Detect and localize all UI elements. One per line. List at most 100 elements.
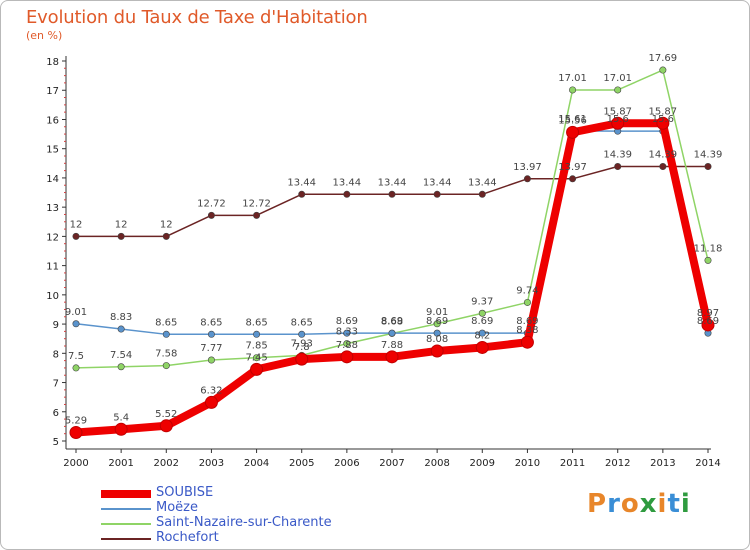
legend-label: Moëze [156, 500, 198, 515]
proxiti-logo: Proxiti [587, 489, 691, 519]
data-label-moeze: 8.83 [110, 312, 132, 323]
data-point-rochefort [298, 190, 306, 198]
data-label-rochefort: 13.44 [468, 177, 497, 188]
data-label-soubise: 7.88 [336, 340, 358, 351]
data-label-moeze: 8.65 [245, 317, 267, 328]
x-tick-label: 2005 [289, 458, 314, 469]
data-label-saint-nazaire-sur-charente: 17.69 [649, 53, 678, 64]
logo-letter: i [657, 489, 668, 519]
data-label-rochefort: 13.44 [287, 177, 316, 188]
data-point-soubise [295, 352, 309, 366]
data-point-rochefort [478, 190, 486, 198]
data-label-moeze: 15.6 [652, 114, 674, 125]
data-label-moeze: 8.65 [155, 317, 177, 328]
data-label-saint-nazaire-sur-charente: 7.93 [291, 338, 313, 349]
data-point-saint-nazaire-sur-charente [343, 340, 351, 348]
data-point-saint-nazaire-sur-charente [614, 86, 622, 94]
data-label-soubise: 7.8 [294, 342, 310, 353]
data-label-rochefort: 13.44 [378, 177, 407, 188]
data-label-moeze: 8.65 [291, 317, 313, 328]
data-label-soubise: 7.45 [245, 352, 267, 363]
data-point-saint-nazaire-sur-charente [478, 309, 486, 317]
x-tick-label: 2000 [63, 458, 88, 469]
y-tick-label: 7 [53, 379, 59, 390]
logo-letter: t [667, 489, 681, 519]
data-point-soubise [114, 422, 128, 436]
data-point-rochefort [117, 232, 125, 240]
data-point-moeze [72, 320, 80, 328]
data-point-soubise [69, 426, 83, 440]
data-point-soubise [204, 395, 218, 409]
data-point-soubise [566, 125, 580, 139]
data-point-rochefort [614, 163, 622, 171]
x-tick-label: 2001 [108, 458, 133, 469]
data-label-soubise: 15.87 [603, 106, 632, 117]
x-tick-label: 2008 [424, 458, 449, 469]
data-point-soubise [475, 340, 489, 354]
legend-swatch [101, 538, 151, 540]
data-point-soubise [611, 116, 625, 130]
legend-swatch [101, 523, 151, 525]
chart-subtitle: (en %) [26, 29, 63, 42]
x-tick-label: 2014 [695, 458, 720, 469]
y-tick-label: 13 [46, 203, 59, 214]
data-point-moeze [433, 329, 441, 337]
y-tick-label: 10 [46, 291, 59, 302]
data-label-rochefort: 12 [115, 219, 128, 230]
data-label-saint-nazaire-sur-charente: 17.01 [558, 73, 587, 84]
data-label-moeze: 8.69 [471, 316, 493, 327]
logo-letter: P [587, 489, 608, 519]
y-tick-label: 5 [53, 437, 59, 448]
data-point-rochefort [569, 175, 577, 183]
legend-swatch [101, 490, 151, 498]
data-point-saint-nazaire-sur-charente [117, 363, 125, 371]
data-label-moeze: 8.65 [200, 317, 222, 328]
data-point-moeze [117, 325, 125, 333]
data-label-moeze: 8.69 [381, 316, 403, 327]
data-point-moeze [343, 329, 351, 337]
data-label-saint-nazaire-sur-charente: 7.77 [200, 343, 222, 354]
data-label-moeze: 9.01 [65, 307, 87, 318]
y-tick-label: 9 [53, 320, 59, 331]
data-label-saint-nazaire-sur-charente: 9.37 [471, 296, 493, 307]
legend-swatch [101, 508, 151, 510]
logo-letter: i [680, 489, 691, 519]
data-label-soubise: 8.2 [474, 330, 490, 341]
series-line-soubise [72, 119, 712, 437]
data-label-saint-nazaire-sur-charente: 7.85 [245, 341, 267, 352]
data-label-rochefort: 14.39 [694, 150, 723, 161]
data-point-moeze [162, 330, 170, 338]
data-point-rochefort [72, 232, 80, 240]
y-tick-label: 11 [46, 262, 59, 273]
x-tick-label: 2010 [515, 458, 540, 469]
data-point-soubise [159, 419, 173, 433]
y-tick-label: 15 [46, 145, 59, 156]
data-label-rochefort: 12 [70, 219, 83, 230]
data-label-moeze: 8.69 [426, 316, 448, 327]
data-label-rochefort: 12.72 [242, 198, 271, 209]
data-label-saint-nazaire-sur-charente: 11.18 [694, 243, 723, 254]
y-tick-label: 6 [53, 408, 59, 419]
data-label-soubise: 5.4 [113, 412, 129, 423]
data-point-rochefort [704, 163, 712, 171]
legend-label: Rochefort [156, 530, 219, 545]
data-label-rochefort: 12 [160, 219, 173, 230]
x-tick-label: 2012 [605, 458, 630, 469]
data-label-saint-nazaire-sur-charente: 9.74 [516, 285, 538, 296]
x-tick-label: 2006 [334, 458, 359, 469]
data-point-moeze [207, 330, 215, 338]
data-point-saint-nazaire-sur-charente [162, 362, 170, 370]
data-point-soubise [385, 350, 399, 364]
x-tick-label: 2004 [244, 458, 269, 469]
data-label-moeze: 8.69 [336, 316, 358, 327]
data-label-rochefort: 14.39 [603, 150, 632, 161]
logo-letter: x [639, 489, 658, 519]
data-label-soubise: 6.32 [200, 385, 222, 396]
y-tick-label: 14 [46, 174, 59, 185]
data-point-soubise [250, 362, 264, 376]
data-point-soubise [701, 318, 715, 332]
data-point-soubise [656, 116, 670, 130]
y-tick-label: 8 [53, 349, 59, 360]
data-label-saint-nazaire-sur-charente: 7.54 [110, 350, 132, 361]
